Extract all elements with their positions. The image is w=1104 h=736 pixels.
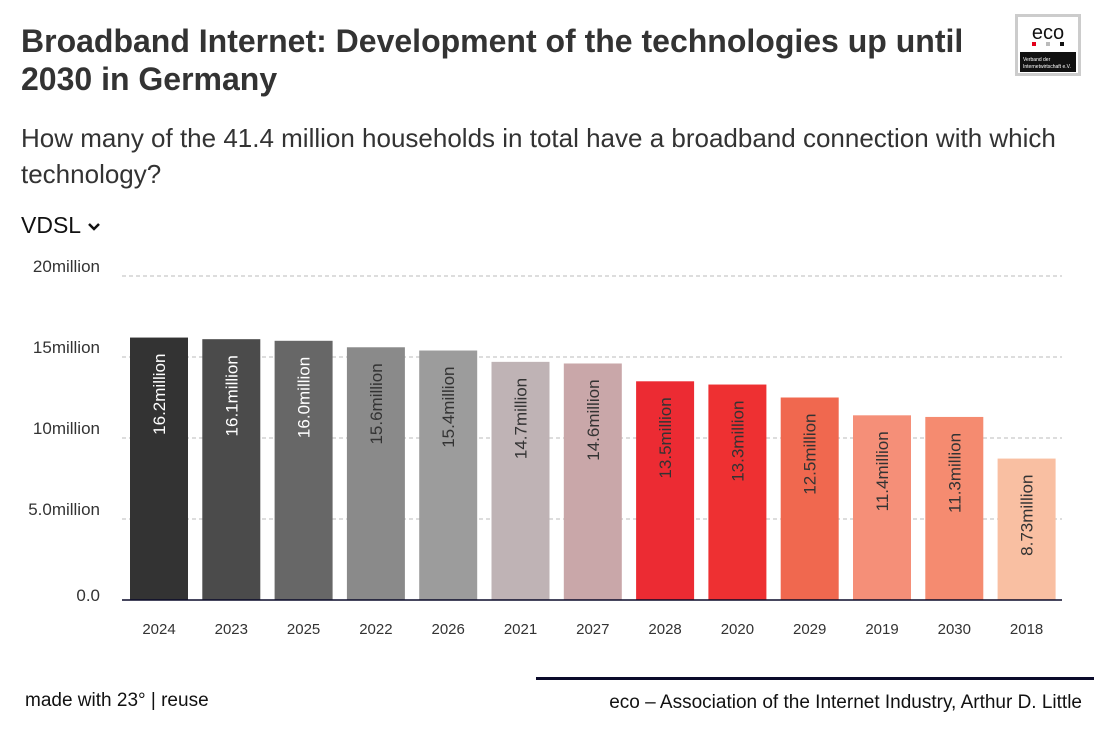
- x-tick-label: 2023: [215, 621, 248, 638]
- y-tick-label: 20million: [33, 257, 100, 276]
- svg-text:Verband der: Verband der: [1023, 57, 1051, 63]
- data-label: 8.73million: [1018, 475, 1037, 556]
- y-tick-label: 5.0million: [28, 500, 100, 519]
- bar[interactable]: [563, 363, 622, 600]
- y-tick-label: 0.0: [76, 586, 100, 605]
- bar[interactable]: [274, 340, 333, 600]
- separator: |: [145, 690, 162, 711]
- data-label: 16.0million: [295, 357, 314, 438]
- footer-divider: [536, 677, 1094, 680]
- svg-text:eco: eco: [1032, 22, 1064, 44]
- data-label: 13.3million: [728, 401, 747, 482]
- x-tick-label: 2027: [576, 621, 609, 638]
- x-tick-label: 2030: [938, 621, 971, 638]
- bar[interactable]: [130, 337, 188, 600]
- dropdown-value: VDSL: [21, 212, 82, 238]
- reuse-link[interactable]: reuse: [161, 690, 209, 711]
- data-label: 16.2million: [150, 354, 169, 435]
- svg-text:Internetwirtschaft e.V.: Internetwirtschaft e.V.: [1023, 64, 1071, 70]
- bar[interactable]: [925, 416, 984, 600]
- chart-subtitle: How many of the 41.4 million households …: [21, 123, 1056, 189]
- x-tick-label: 2020: [721, 621, 754, 638]
- x-tick-label: 2022: [359, 621, 392, 638]
- x-tick-label: 2019: [865, 621, 898, 638]
- data-label: 16.1million: [222, 355, 241, 436]
- data-label: 11.3million: [945, 433, 964, 513]
- data-label: 15.6million: [367, 363, 386, 444]
- bar[interactable]: [708, 384, 767, 600]
- y-tick-label: 15million: [33, 338, 100, 357]
- bar[interactable]: [997, 458, 1056, 600]
- data-label: 14.7million: [512, 378, 531, 459]
- bar[interactable]: [491, 361, 550, 600]
- x-tick-label: 2018: [1010, 621, 1043, 638]
- x-tick-label: 2026: [432, 621, 465, 638]
- technology-dropdown[interactable]: VDSL: [21, 212, 101, 239]
- chevron-down-icon: [88, 223, 100, 231]
- data-label: 15.4million: [439, 367, 458, 448]
- bar[interactable]: [780, 397, 839, 601]
- source-text: eco – Association of the Internet Indust…: [609, 692, 1082, 713]
- bar[interactable]: [636, 381, 695, 600]
- bar[interactable]: [202, 339, 261, 600]
- x-tick-label: 2029: [793, 621, 826, 638]
- x-tick-label: 2028: [648, 621, 681, 638]
- bar-chart: 0.0 5.0million 10million 15million 20million…: [28, 257, 1062, 638]
- data-label: 13.5million: [656, 397, 675, 478]
- footer-credits: made with 23° | reuse: [25, 690, 209, 712]
- made-with-link[interactable]: made with 23°: [25, 690, 146, 711]
- x-tick-label: 2024: [142, 621, 175, 638]
- x-tick-label: 2025: [287, 621, 320, 638]
- data-label: 14.6million: [584, 379, 603, 460]
- bar[interactable]: [346, 347, 405, 600]
- y-tick-label: 10million: [33, 419, 100, 438]
- data-label: 11.4million: [873, 431, 892, 511]
- data-label: 12.5million: [801, 414, 820, 495]
- eco-logo: eco Verband der Internetwirtschaft e.V.: [1015, 14, 1081, 76]
- x-tick-label: 2021: [504, 621, 537, 638]
- bar[interactable]: [419, 350, 478, 600]
- chart-title: Broadband Internet: Development of the t…: [21, 23, 964, 97]
- bar[interactable]: [853, 415, 911, 600]
